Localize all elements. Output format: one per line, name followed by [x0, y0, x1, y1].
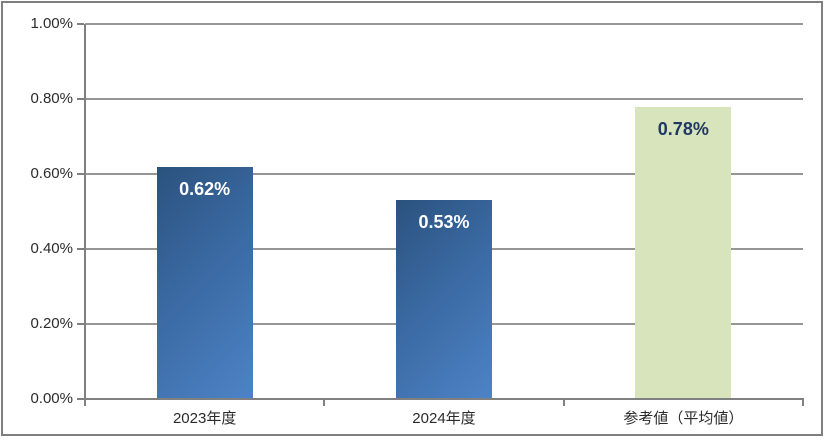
y-axis-label: 0.40% [30, 240, 73, 257]
y-axis-tick [77, 173, 84, 175]
x-axis-tick [562, 399, 565, 406]
y-axis-tick [77, 98, 84, 100]
axes-layer [3, 3, 821, 434]
y-axis-label: 0.80% [30, 90, 73, 107]
x-axis-tick [802, 399, 804, 406]
x-axis-tick [84, 399, 86, 406]
bar-2: 0.53% [396, 200, 492, 399]
bar-value-label: 0.53% [418, 212, 470, 233]
bar-3: 0.78% [635, 106, 732, 399]
x-axis-label: 2023年度 [172, 410, 237, 427]
x-axis-labels: 2023年度 2024年度 参考値（平均値） [3, 3, 821, 434]
bar-chart: 0.62% 0.53% 0.78% 0.00% 0.20% 0.40% 0.60% 0.80… [1, 1, 823, 436]
x-axis-line [84, 398, 804, 400]
y-axis-tick [77, 323, 84, 325]
y-axis-tick [77, 398, 84, 400]
gridline [85, 173, 803, 175]
bars-layer: 0.62% 0.53% 0.78% [3, 3, 821, 434]
bar-value-label: 0.62% [179, 178, 231, 199]
x-axis-label: 2024年度 [412, 410, 476, 427]
gridline [85, 23, 803, 25]
gridline [85, 98, 803, 100]
y-axis-tick [77, 248, 84, 250]
y-axis-label: 0.60% [30, 165, 73, 182]
y-axis-tick [77, 23, 84, 25]
x-axis-label: 参考値（平均値） [623, 410, 744, 427]
y-axis-label: 0.00% [30, 390, 73, 407]
y-axis-label: 1.00% [30, 15, 73, 32]
bar-1: 0.62% [156, 166, 253, 399]
x-axis-tick [323, 399, 326, 406]
bar-value-label: 0.78% [657, 118, 709, 139]
y-axis-label: 0.20% [30, 315, 73, 332]
y-axis-labels: 0.00% 0.20% 0.40% 0.60% 0.80% 1.00% [3, 3, 821, 434]
y-axis-line [84, 24, 86, 401]
